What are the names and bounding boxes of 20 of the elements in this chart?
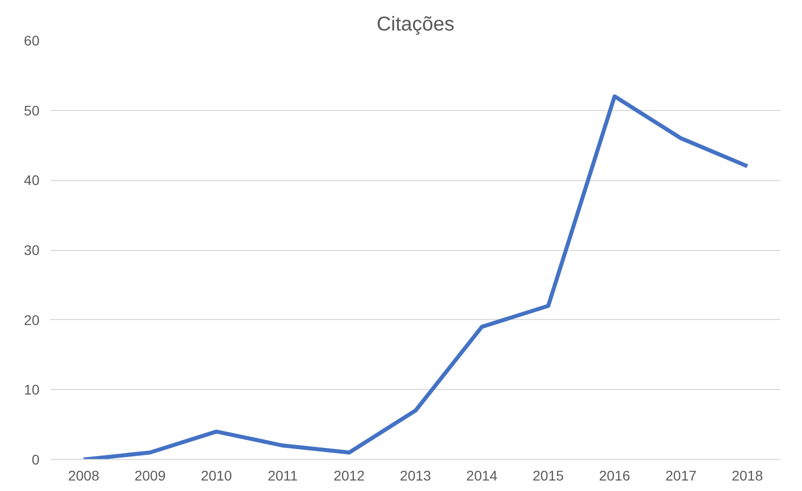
- x-tick-label: 2013: [400, 468, 432, 484]
- x-tick-label: 2012: [334, 468, 365, 484]
- x-tick-label: 2010: [200, 468, 232, 484]
- y-tick-label: 0: [32, 452, 40, 468]
- x-tick-label: 2011: [268, 468, 298, 484]
- y-tick-label: 50: [24, 102, 40, 118]
- y-tick-label: 20: [24, 312, 40, 328]
- y-tick-label: 60: [24, 32, 40, 48]
- x-tick-label: 2015: [532, 468, 564, 484]
- y-tick-label: 10: [24, 382, 40, 398]
- x-tick-label: 2017: [665, 468, 697, 484]
- x-tick-label: 2008: [68, 468, 100, 484]
- x-tick-label: 2016: [599, 468, 630, 484]
- x-tick-label: 2018: [732, 468, 764, 484]
- chart-title: Citações: [376, 14, 454, 36]
- line-series: [82, 94, 750, 460]
- x-tick-label: 2014: [466, 468, 498, 484]
- y-tick-label: 30: [24, 242, 40, 258]
- x-tick-label: 2009: [134, 468, 166, 484]
- y-tick-label: 40: [24, 172, 40, 188]
